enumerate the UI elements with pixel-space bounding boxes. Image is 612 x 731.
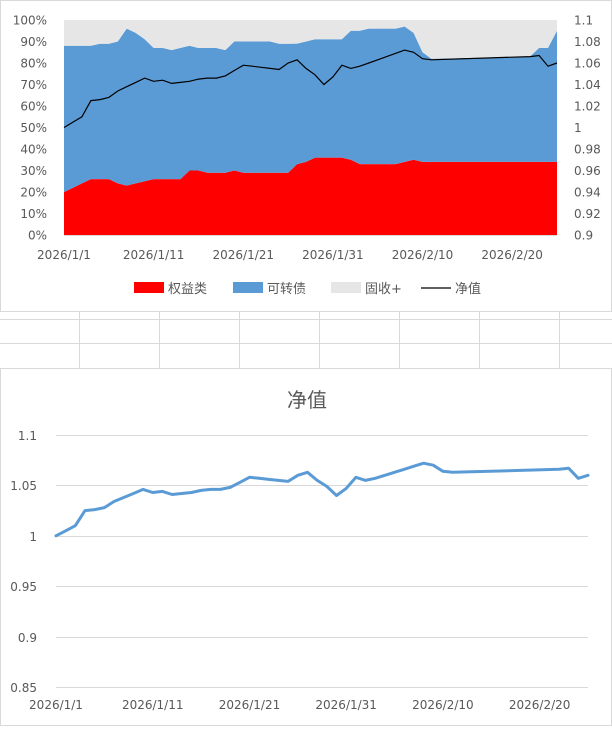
y-left-tick-label: 60% bbox=[20, 100, 47, 114]
nav-line-series bbox=[54, 461, 590, 538]
y-left-tick-label: 30% bbox=[20, 164, 47, 178]
legend-label-3: 净值 bbox=[455, 281, 481, 297]
y-right-tick-label: 0.98 bbox=[574, 143, 601, 157]
allocation-chart: 0% 10% 20% 30% 40% 50% 60% 70% 80% 90% 100% 0.9 0.92… bbox=[0, 0, 612, 312]
x-tick-label: 2026/2/20 bbox=[509, 698, 571, 712]
area-series-1 bbox=[64, 26, 557, 192]
y-tick-label: 1.05 bbox=[10, 479, 37, 493]
x-tick-label: 2026/1/1 bbox=[29, 698, 83, 712]
legend: 权益类 可转债 固收+ 净值 bbox=[134, 281, 481, 297]
legend-swatch-1 bbox=[233, 282, 263, 293]
x-tick-label: 2026/1/31 bbox=[315, 698, 377, 712]
nav-line-series bbox=[63, 49, 558, 129]
x-tick-label: 2026/2/10 bbox=[392, 248, 454, 262]
legend-label-1: 可转债 bbox=[267, 282, 306, 297]
nav-chart-svg: 净值 0.85 0.9 0.95 1 1.05 1.1 2026/1/1 2026/1/11 20… bbox=[10, 388, 590, 712]
y-right-tick-label: 1.04 bbox=[574, 78, 601, 92]
nav-chart: 净值 0.85 0.9 0.95 1 1.05 1.1 2026/1/1 2026/1/11 20… bbox=[0, 368, 612, 726]
y-right-tick-label: 0.96 bbox=[574, 164, 601, 178]
legend-label-2: 固收+ bbox=[365, 282, 402, 297]
y-tick-label: 1 bbox=[29, 530, 37, 544]
y-left-tick-label: 10% bbox=[20, 207, 47, 221]
y-left-tick-label: 90% bbox=[20, 35, 47, 49]
y-left-tick-label: 50% bbox=[20, 121, 47, 135]
area-series-0 bbox=[64, 157, 557, 235]
x-tick-label: 2026/1/31 bbox=[302, 248, 364, 262]
legend-swatch-2 bbox=[331, 282, 361, 293]
y-tick-label: 0.85 bbox=[10, 681, 37, 695]
spreadsheet-grid bbox=[0, 312, 612, 368]
chart-title: 净值 bbox=[287, 388, 327, 412]
y-left-tick-label: 0% bbox=[28, 229, 47, 243]
y-left-tick-label: 80% bbox=[20, 57, 47, 71]
x-tick-label: 2026/1/21 bbox=[219, 698, 281, 712]
y-tick-label: 0.9 bbox=[18, 631, 37, 645]
y-right-tick-label: 1.08 bbox=[574, 35, 601, 49]
x-tick-label: 2026/2/10 bbox=[412, 698, 474, 712]
y-left-tick-label: 20% bbox=[20, 186, 47, 200]
y-right-tick-label: 1.02 bbox=[574, 100, 601, 114]
x-tick-label: 2026/2/20 bbox=[481, 248, 543, 262]
y-tick-label: 1.1 bbox=[18, 429, 37, 443]
x-tick-label: 2026/1/21 bbox=[213, 248, 275, 262]
legend-swatch-0 bbox=[134, 282, 164, 293]
y-left-tick-label: 70% bbox=[20, 78, 47, 92]
area-series-2 bbox=[64, 20, 557, 59]
x-tick-label: 2026/1/11 bbox=[123, 248, 185, 262]
y-right-tick-label: 0.9 bbox=[574, 229, 593, 243]
y-right-tick-label: 1.06 bbox=[574, 57, 601, 71]
y-right-tick-label: 0.92 bbox=[574, 207, 601, 221]
y-left-tick-label: 40% bbox=[20, 143, 47, 157]
y-right-tick-label: 1 bbox=[574, 121, 582, 135]
y-right-tick-label: 1.1 bbox=[574, 14, 593, 28]
allocation-chart-svg: 0% 10% 20% 30% 40% 50% 60% 70% 80% 90% 100% 0.9 0.92… bbox=[13, 14, 601, 298]
y-tick-label: 0.95 bbox=[10, 580, 37, 594]
y-right-tick-label: 0.94 bbox=[574, 186, 601, 200]
x-tick-label: 2026/1/11 bbox=[122, 698, 184, 712]
legend-label-0: 权益类 bbox=[168, 281, 207, 297]
y-left-tick-label: 100% bbox=[13, 14, 47, 28]
x-tick-label: 2026/1/1 bbox=[37, 248, 91, 262]
